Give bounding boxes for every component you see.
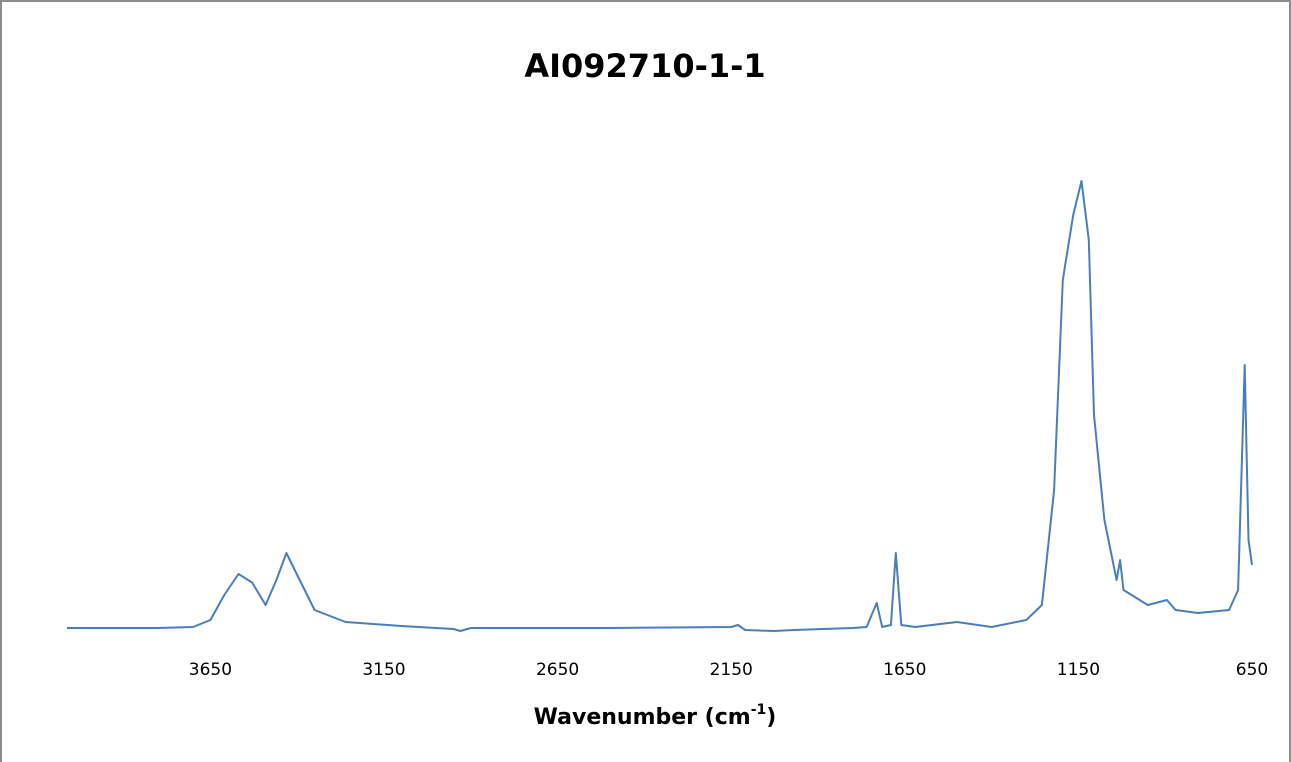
x-axis-label: Wavenumber (cm-1) <box>534 702 777 730</box>
x-axis-label-text: Wavenumber (cm <box>534 705 751 730</box>
x-axis-label-sup: -1 <box>751 702 767 718</box>
x-tick-label: 3650 <box>189 660 232 680</box>
x-tick-label: 1150 <box>1057 660 1100 680</box>
x-tick-label: 2650 <box>536 660 579 680</box>
x-tick-label: 3150 <box>362 660 405 680</box>
x-axis-label-end: ) <box>766 705 776 730</box>
x-tick-label: 1650 <box>883 660 926 680</box>
x-tick-label: 650 <box>1236 660 1268 680</box>
x-tick-label: 2150 <box>710 660 753 680</box>
spectrum-line <box>67 180 1253 632</box>
chart-title: AI092710-1-1 <box>524 47 765 85</box>
